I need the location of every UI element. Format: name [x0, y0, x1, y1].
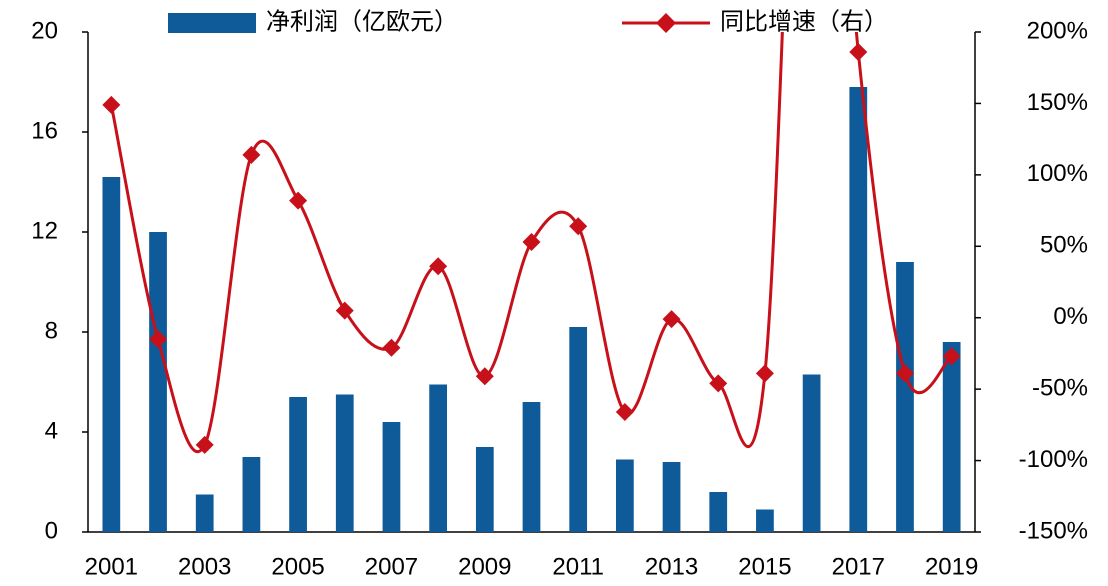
bar [896, 262, 914, 532]
bar [942, 342, 961, 532]
line-marker [102, 95, 121, 114]
y-tick-label: 0 [45, 517, 58, 544]
legend-swatch [656, 13, 676, 33]
line-marker [662, 310, 681, 329]
line-marker [895, 364, 914, 383]
legend-swatch [168, 13, 256, 33]
y2-tick-label: -100% [1019, 446, 1088, 473]
line-marker [289, 191, 308, 210]
y-tick-label: 20 [31, 17, 58, 44]
bar [522, 402, 541, 532]
line [109, 32, 953, 454]
line-marker [149, 330, 168, 349]
bar [849, 87, 868, 532]
bar [149, 232, 167, 532]
line-marker [335, 301, 354, 320]
bar [242, 457, 261, 532]
line-group [102, 32, 961, 454]
bar [195, 494, 214, 532]
x-tick-label: 2011 [552, 553, 604, 580]
x-tick-label: 2017 [832, 553, 885, 580]
line-marker [522, 233, 541, 251]
x-tick-label: 2001 [85, 553, 138, 580]
x-tick-label: 2013 [645, 553, 698, 580]
x-tick-label: 2005 [271, 553, 324, 580]
bar [382, 422, 401, 532]
line-marker [382, 338, 401, 357]
bar [709, 492, 728, 532]
x-tick-label: 2015 [738, 553, 791, 580]
legend-label: 同比增速（右） [720, 8, 888, 35]
bar [102, 177, 121, 532]
line-marker [755, 364, 774, 383]
y2-tick-label: 150% [1027, 89, 1088, 116]
bar [289, 397, 307, 532]
y-tick-label: 4 [45, 417, 58, 444]
x-tick-label: 2003 [178, 553, 231, 580]
y2-tick-label: 50% [1040, 232, 1088, 259]
y2-tick-label: -50% [1032, 374, 1088, 401]
x-tick-label: 2007 [365, 553, 418, 580]
bar [802, 374, 821, 532]
bar [662, 462, 681, 532]
x-tick-label: 2019 [925, 553, 978, 580]
y2-tick-label: 0% [1053, 303, 1088, 330]
line-marker [709, 374, 728, 393]
y-tick-label: 16 [31, 117, 58, 144]
bar [615, 459, 634, 532]
line-marker [849, 43, 868, 61]
y-tick-label: 12 [31, 217, 58, 244]
x-tick-label: 2009 [458, 553, 511, 580]
bar [335, 394, 354, 532]
line-marker [195, 435, 214, 454]
y-tick-label: 8 [45, 317, 58, 344]
legend-label: 净利润（亿欧元） [266, 8, 458, 35]
bar [475, 447, 494, 532]
line-marker [242, 145, 261, 164]
bar [756, 509, 774, 532]
y2-tick-label: 100% [1027, 160, 1088, 187]
line-marker [429, 257, 448, 276]
line-marker [615, 403, 634, 421]
line-marker [942, 347, 961, 366]
y2-tick-label: -150% [1019, 517, 1088, 544]
bar [569, 327, 588, 532]
line-marker [569, 217, 588, 236]
y2-tick-label: 200% [1027, 17, 1088, 44]
bar [429, 384, 448, 532]
line-marker [475, 367, 494, 386]
